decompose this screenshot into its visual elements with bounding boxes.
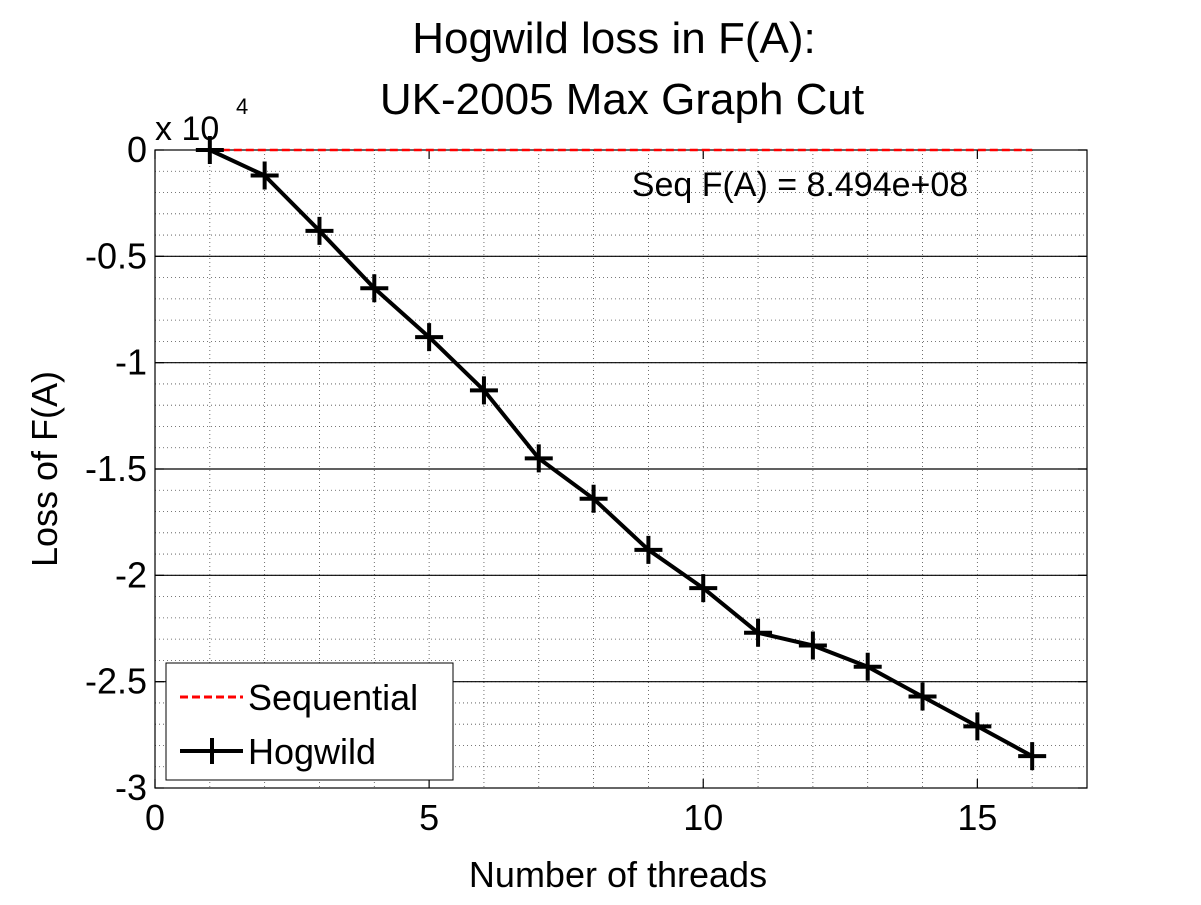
y-tick-label: -1.5 — [85, 448, 147, 489]
y-tick-label: -3 — [115, 767, 147, 808]
data-point-hogwild — [415, 323, 444, 352]
y-tick-label: -2 — [115, 554, 147, 595]
data-point-hogwild — [1018, 742, 1047, 771]
legend-hogwild-label: Hogwild — [248, 731, 376, 772]
data-point-hogwild — [853, 652, 882, 681]
x-tick-label: 15 — [957, 797, 997, 838]
x-tick-label: 5 — [419, 797, 439, 838]
chart-title-line1: Hogwild loss in F(A): — [412, 14, 815, 63]
data-point-hogwild — [579, 484, 608, 513]
data-point-hogwild — [798, 631, 827, 660]
data-point-hogwild — [908, 682, 937, 711]
axis-ticks: 0 5 10 15 0 -0.5 -1 -1.5 -2 -2.5 -3 — [85, 129, 1087, 838]
y-tick-label: -1 — [115, 342, 147, 383]
data-point-hogwild — [195, 136, 224, 164]
annotation-seq-fa: Seq F(A) = 8.494e+08 — [632, 166, 968, 204]
y-exponent-power: 4 — [236, 94, 248, 119]
data-point-hogwild — [250, 161, 279, 190]
data-point-hogwild — [634, 535, 663, 564]
grid — [155, 150, 1087, 788]
data-point-hogwild — [963, 712, 992, 741]
y-tick-label: 0 — [127, 129, 147, 170]
data-point-hogwild — [469, 376, 498, 405]
data-point-hogwild — [689, 574, 718, 603]
data-point-hogwild — [744, 618, 773, 647]
x-tick-label: 0 — [145, 797, 165, 838]
x-tick-label: 10 — [683, 797, 723, 838]
data-point-hogwild — [305, 216, 334, 245]
legend-sequential-label: Sequential — [248, 677, 418, 718]
y-exponent-base: x 10 — [155, 110, 219, 148]
legend: Sequential Hogwild — [165, 662, 454, 781]
x-axis-label: Number of threads — [469, 854, 767, 895]
chart-title-line2: UK-2005 Max Graph Cut — [380, 75, 864, 124]
y-tick-label: -2.5 — [85, 661, 147, 702]
series-line-hogwild — [208, 148, 1034, 758]
data-point-hogwild — [360, 274, 389, 303]
legend-hogwild-marker — [199, 738, 225, 764]
series-layer — [195, 136, 1047, 771]
y-axis-label: Loss of F(A) — [24, 371, 65, 567]
y-tick-label: -0.5 — [85, 235, 147, 276]
data-point-hogwild — [524, 444, 553, 473]
